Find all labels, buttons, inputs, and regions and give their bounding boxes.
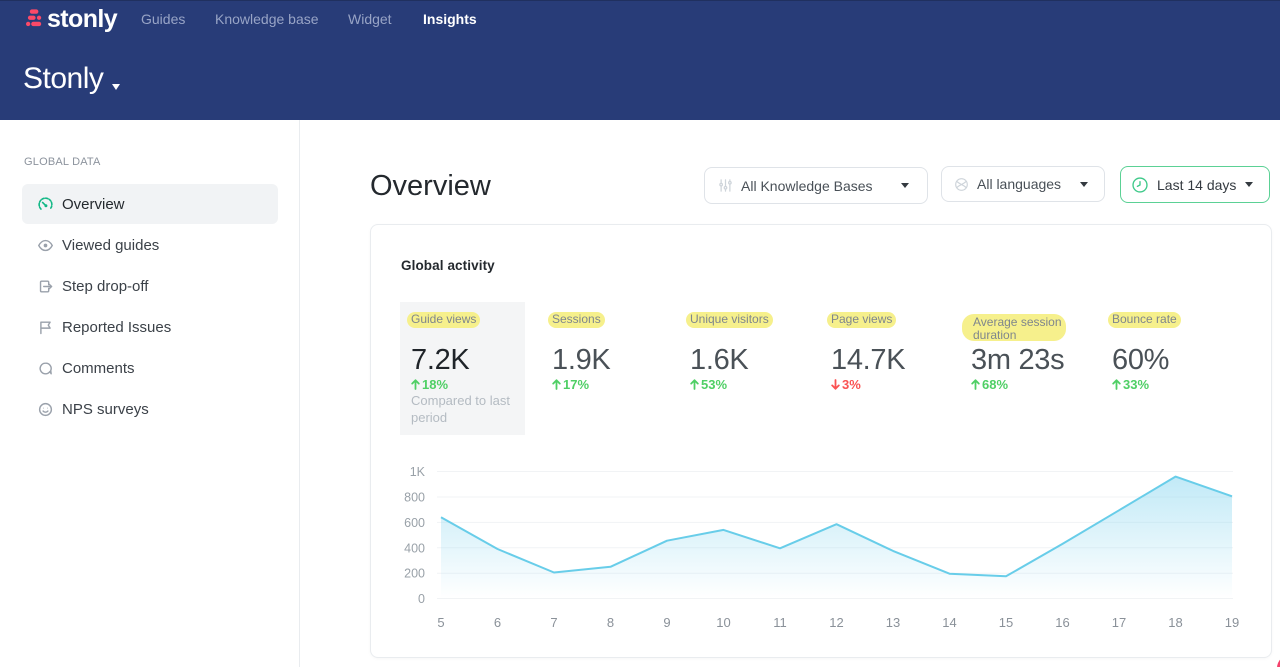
svg-text:200: 200	[404, 567, 425, 581]
svg-text:12: 12	[829, 615, 843, 630]
svg-text:17: 17	[1112, 615, 1126, 630]
svg-text:0: 0	[418, 592, 425, 606]
svg-text:10: 10	[716, 615, 730, 630]
svg-text:8: 8	[607, 615, 614, 630]
svg-text:15: 15	[999, 615, 1013, 630]
svg-text:800: 800	[404, 491, 425, 505]
svg-text:13: 13	[886, 615, 900, 630]
svg-text:7: 7	[550, 615, 557, 630]
svg-text:18: 18	[1168, 615, 1182, 630]
svg-text:6: 6	[494, 615, 501, 630]
svg-text:600: 600	[404, 516, 425, 530]
svg-text:9: 9	[663, 615, 670, 630]
svg-text:11: 11	[773, 615, 787, 630]
svg-text:400: 400	[404, 541, 425, 555]
svg-text:14: 14	[942, 615, 956, 630]
svg-text:1K: 1K	[410, 465, 426, 479]
svg-text:19: 19	[1225, 615, 1239, 630]
svg-text:16: 16	[1055, 615, 1069, 630]
svg-text:5: 5	[437, 615, 444, 630]
